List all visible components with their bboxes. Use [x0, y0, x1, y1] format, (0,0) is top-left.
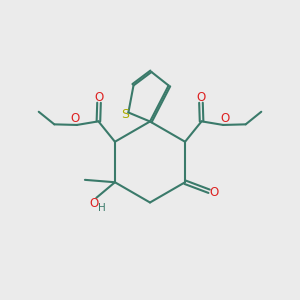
- Text: O: O: [220, 112, 230, 125]
- Text: O: O: [70, 112, 80, 125]
- Text: S: S: [121, 108, 129, 122]
- Text: O: O: [196, 91, 206, 104]
- Text: O: O: [89, 197, 99, 210]
- Text: O: O: [210, 186, 219, 199]
- Text: O: O: [94, 91, 104, 104]
- Text: H: H: [98, 203, 106, 213]
